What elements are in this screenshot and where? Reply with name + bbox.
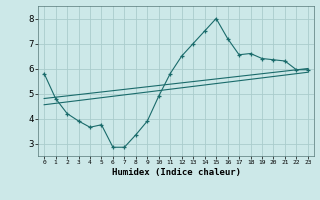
X-axis label: Humidex (Indice chaleur): Humidex (Indice chaleur)	[111, 168, 241, 177]
